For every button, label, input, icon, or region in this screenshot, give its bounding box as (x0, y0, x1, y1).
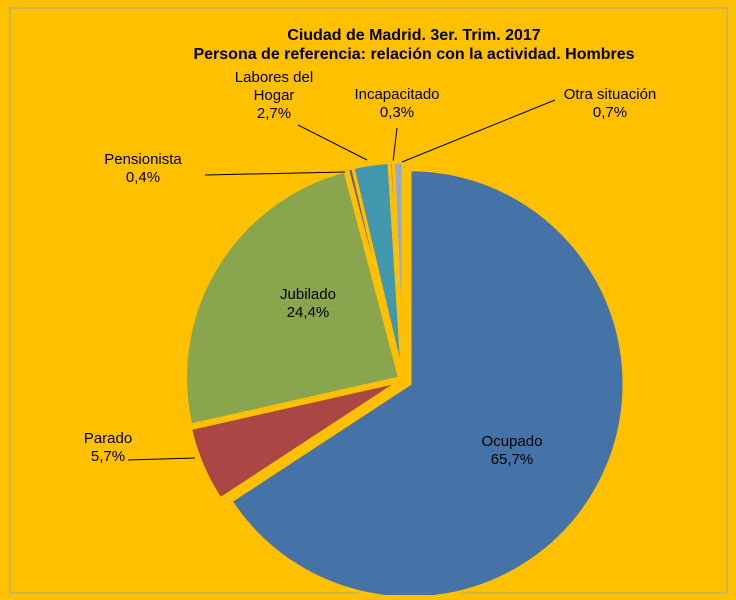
data-label-category: Otra situación (564, 86, 657, 103)
data-label-value: 24,4% (287, 304, 330, 321)
data-label-category: Pensionista (104, 151, 182, 168)
chart-subtitle: Persona de referencia: relación con la a… (193, 46, 634, 63)
leader-line (401, 99, 556, 163)
pie-slice (184, 169, 402, 427)
leader-line (392, 127, 398, 163)
data-label-value: 0,4% (126, 169, 160, 186)
pie-slice (228, 168, 626, 600)
pie-slice (188, 380, 401, 501)
leader-line (204, 171, 346, 176)
leader-line (297, 124, 368, 161)
data-label-category: Jubilado (280, 286, 336, 303)
data-label-category: Labores del Hogar (235, 69, 313, 104)
data-label-category: Incapacitado (354, 86, 439, 103)
data-label-category: Parado (84, 430, 132, 447)
data-label-value: 0,7% (593, 104, 627, 121)
data-label-category: Ocupado (482, 433, 543, 450)
leader-line (127, 457, 196, 461)
data-label-value: 2,7% (257, 105, 291, 122)
chart-title: Ciudad de Madrid. 3er. Trim. 2017 (287, 27, 541, 44)
data-label-value: 0,3% (380, 104, 414, 121)
data-label-value: 5,7% (91, 448, 125, 465)
data-label-value: 65,7% (491, 451, 534, 468)
